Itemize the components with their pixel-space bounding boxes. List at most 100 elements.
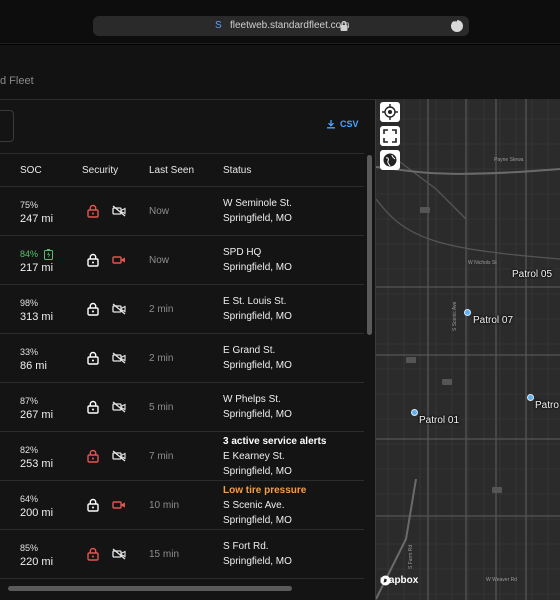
app-header: d Fleet	[0, 45, 560, 99]
secure-lock-icon	[340, 20, 348, 31]
status-street: S Scenic Ave.	[223, 500, 285, 511]
status-city: Springfield, MO	[223, 213, 292, 224]
browser-chrome: S fleetweb.standardfleet.com	[0, 0, 560, 44]
soc-percent: 84%	[20, 249, 39, 259]
locked-lock-icon[interactable]	[87, 351, 99, 365]
unlocked-lock-icon[interactable]	[87, 204, 99, 218]
mapbox-logo-icon	[380, 575, 391, 586]
camera-recording-icon[interactable]	[112, 499, 126, 511]
soc-percent: 87%	[20, 396, 39, 406]
vertical-scrollbar[interactable]	[367, 155, 372, 335]
table-row[interactable]: 98% 313 mi 2 min E St. Louis St. Springfield…	[0, 285, 364, 334]
camera-off-icon[interactable]	[112, 352, 126, 364]
status-street: E St. Louis St.	[223, 296, 287, 307]
horizontal-scrollbar[interactable]	[8, 586, 292, 591]
status-street: W Seminole St.	[223, 198, 292, 209]
map-label-patrol[interactable]: Patro	[535, 400, 559, 411]
locate-icon	[382, 104, 398, 120]
street-label-nichols: W Nichols St	[468, 260, 497, 266]
status-city: Springfield, MO	[223, 515, 292, 526]
locked-lock-icon[interactable]	[87, 400, 99, 414]
status-city: Springfield, MO	[223, 409, 292, 420]
soc-range: 86 mi	[20, 360, 47, 372]
status-cell: Low tire pressure S Scenic Ave. Springfiel…	[223, 483, 306, 528]
camera-off-icon[interactable]	[112, 205, 126, 217]
status-cell: SPD HQ Springfield, MO	[223, 245, 292, 275]
brand-name: d Fleet	[0, 75, 34, 87]
globe-icon	[383, 153, 397, 167]
download-icon	[327, 120, 335, 129]
status-cell: E St. Louis St. Springfield, MO	[223, 294, 292, 324]
map-streets	[376, 99, 560, 600]
csv-download-button[interactable]: CSV	[326, 119, 359, 129]
table-row[interactable]: 33% 86 mi 2 min E Grand St. Springfield, MO	[0, 334, 364, 383]
locate-button[interactable]	[380, 102, 400, 122]
mapbox-label: mapbox	[380, 575, 419, 586]
status-city: Springfield, MO	[223, 360, 292, 371]
camera-off-icon[interactable]	[112, 548, 126, 560]
url-text: fleetweb.standardfleet.com	[230, 20, 350, 31]
column-header-last-seen[interactable]: Last Seen	[149, 165, 195, 176]
warning-text: Low tire pressure	[223, 485, 307, 496]
column-header-soc[interactable]: SOC	[20, 165, 42, 176]
charging-battery-icon	[44, 249, 53, 260]
status-cell: E Grand St. Springfield, MO	[223, 343, 292, 373]
map-label-patrol-07[interactable]: Patrol 07	[473, 315, 514, 326]
vehicle-table-body: 75% 247 mi Now W Seminole St. Springfield, M…	[0, 187, 364, 579]
search-input[interactable]	[0, 110, 14, 142]
locked-lock-icon[interactable]	[87, 253, 99, 267]
camera-off-icon[interactable]	[112, 450, 126, 462]
table-row[interactable]: 82% 253 mi 7 min 3 active service alerts E K…	[0, 432, 364, 481]
soc-range: 267 mi	[20, 409, 54, 421]
status-street: SPD HQ	[223, 247, 262, 258]
soc-percent: 75%	[20, 200, 39, 210]
status-street: W Phelps St.	[223, 394, 281, 405]
status-cell: 3 active service alerts E Kearney St. Spri…	[223, 434, 326, 479]
camera-recording-icon[interactable]	[112, 254, 126, 266]
soc-percent: 85%	[20, 543, 39, 553]
map-label-patrol-05[interactable]: Patrol 05	[512, 269, 553, 280]
map-label-patrol-01[interactable]: Patrol 01	[419, 415, 460, 426]
table-row[interactable]: 75% 247 mi Now W Seminole St. Springfield, M…	[0, 187, 364, 236]
vehicle-marker-patrol-01[interactable]	[411, 409, 418, 416]
last-seen: Now	[149, 206, 170, 217]
status-city: Springfield, MO	[223, 311, 292, 322]
soc-range: 253 mi	[20, 458, 54, 470]
site-favicon-icon: S	[215, 20, 222, 31]
street-label-farm: S Farm Rd	[408, 544, 414, 569]
last-seen: 2 min	[149, 304, 174, 315]
status-cell: W Phelps St. Springfield, MO	[223, 392, 292, 422]
vehicle-marker-patrol-07[interactable]	[464, 309, 471, 316]
vehicle-list-panel: CSV SOC Security Last Seen Status 75% 247…	[0, 99, 376, 600]
table-row[interactable]: 87% 267 mi 5 min W Phelps St. Springfield, M…	[0, 383, 364, 432]
last-seen: Now	[149, 255, 170, 266]
locked-lock-icon[interactable]	[87, 302, 99, 316]
more-options-icon[interactable]	[451, 19, 463, 32]
camera-off-icon[interactable]	[112, 401, 126, 413]
locked-lock-icon[interactable]	[87, 498, 99, 512]
mapbox-attribution[interactable]: mapbox	[380, 575, 418, 586]
soc-range: 313 mi	[20, 311, 54, 323]
status-cell: S Fort Rd. Springfield, MO	[223, 539, 292, 569]
camera-off-icon[interactable]	[112, 303, 126, 315]
table-row[interactable]: 85% 220 mi 15 min S Fort Rd. Springfield, MO	[0, 530, 364, 579]
map-style-button[interactable]	[380, 150, 400, 170]
column-header-security[interactable]: Security	[82, 165, 119, 176]
soc-percent: 82%	[20, 445, 39, 455]
unlocked-lock-icon[interactable]	[87, 449, 99, 463]
table-header: SOC Security Last Seen Status	[0, 153, 364, 187]
table-row[interactable]: 84% 217 mi Now SPD HQ Springfield, MO	[0, 236, 364, 285]
vehicle-marker-patrol[interactable]	[527, 394, 534, 401]
unlocked-lock-icon[interactable]	[87, 547, 99, 561]
fleet-map[interactable]: Payne Stewa W Nichols St S Scenic Ave S …	[376, 99, 560, 600]
table-row[interactable]: 64% 200 mi 10 min Low tire pressure S Scenic…	[0, 481, 364, 530]
panel-divider[interactable]	[375, 99, 376, 600]
csv-label: CSV	[340, 119, 359, 129]
address-bar[interactable]: S fleetweb.standardfleet.com	[93, 16, 469, 36]
fullscreen-button[interactable]	[380, 126, 400, 146]
soc-range: 220 mi	[20, 556, 54, 568]
soc-percent: 98%	[20, 298, 39, 308]
status-city: Springfield, MO	[223, 556, 292, 567]
column-header-status[interactable]: Status	[223, 165, 252, 176]
soc-range: 217 mi	[20, 262, 54, 274]
